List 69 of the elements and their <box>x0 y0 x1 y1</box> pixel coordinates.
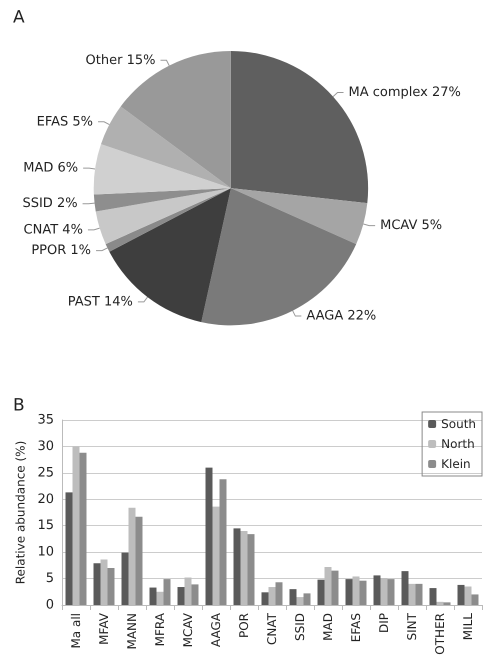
legend-label: South <box>441 417 476 431</box>
x-tick-label: CNAT <box>265 612 279 645</box>
bar <box>262 592 268 605</box>
bar <box>360 580 366 605</box>
bar <box>444 602 450 605</box>
x-tick-label: Ma all <box>69 613 83 649</box>
x-tick-label: MILL <box>461 612 475 640</box>
bar <box>458 584 464 605</box>
x-tick-label: MANN <box>125 613 139 650</box>
bar <box>178 587 184 605</box>
bar <box>136 516 142 605</box>
x-tick-label: MCAV <box>181 612 195 648</box>
slice-label: MA complex 27% <box>348 85 461 100</box>
y-tick-label: 35 <box>37 412 54 428</box>
bar <box>220 479 226 605</box>
bar <box>122 552 128 605</box>
slice-label: CNAT 4% <box>24 222 83 238</box>
slice-label: AAGA 22% <box>306 308 376 324</box>
bar <box>276 582 282 605</box>
x-tick-label: MAD <box>321 613 335 641</box>
y-tick-label: 10 <box>37 544 54 560</box>
bar <box>108 568 114 605</box>
bar <box>472 594 478 605</box>
x-tick-label: OTHER <box>433 613 447 655</box>
y-axis-title: Relative abundance (%) <box>14 440 28 584</box>
bar <box>388 579 394 605</box>
slice-label: EFAS 5% <box>36 114 94 130</box>
bar <box>206 468 212 605</box>
bar <box>332 570 338 605</box>
slice-label: PAST 14% <box>68 294 133 310</box>
slice-label: Other 15% <box>86 52 156 68</box>
legend-label: Klein <box>441 457 471 471</box>
y-tick-label: 15 <box>37 518 54 534</box>
x-tick-label: EFAS <box>349 613 363 642</box>
bar <box>318 580 324 605</box>
slice-label: PPOR 1% <box>31 243 92 258</box>
y-tick-label: 20 <box>37 492 54 507</box>
slice-label: MCAV 5% <box>380 218 442 234</box>
bar <box>290 589 296 605</box>
x-tick-label: MFAV <box>97 612 111 645</box>
legend-label: North <box>441 437 475 451</box>
bar <box>248 534 254 605</box>
bar <box>430 588 436 605</box>
y-tick-label: 30 <box>37 438 54 454</box>
chart-title: A <box>13 8 25 28</box>
slice-label: MAD 6% <box>23 160 78 176</box>
y-tick-label: 25 <box>37 465 54 480</box>
chart-title: B <box>13 396 25 416</box>
bar <box>66 492 72 605</box>
bar <box>150 588 156 605</box>
bar <box>346 579 352 605</box>
slice-label: SSID 2% <box>22 196 78 212</box>
bar <box>234 528 240 605</box>
x-tick-label: AAGA <box>209 612 223 648</box>
bar <box>304 593 310 605</box>
bar <box>402 571 408 605</box>
y-tick-label: 0 <box>46 598 54 612</box>
bar <box>80 452 86 605</box>
x-tick-label: POR <box>237 613 251 638</box>
x-tick-label: SSID <box>293 613 307 642</box>
x-tick-label: DIP <box>377 613 391 634</box>
x-tick-label: SINT <box>405 612 419 640</box>
bar <box>94 563 100 605</box>
bar <box>374 575 380 605</box>
x-tick-label: MFRA <box>153 612 167 646</box>
bar <box>416 584 422 605</box>
bar <box>164 579 170 605</box>
bar <box>192 584 198 605</box>
y-tick-label: 5 <box>46 571 54 586</box>
